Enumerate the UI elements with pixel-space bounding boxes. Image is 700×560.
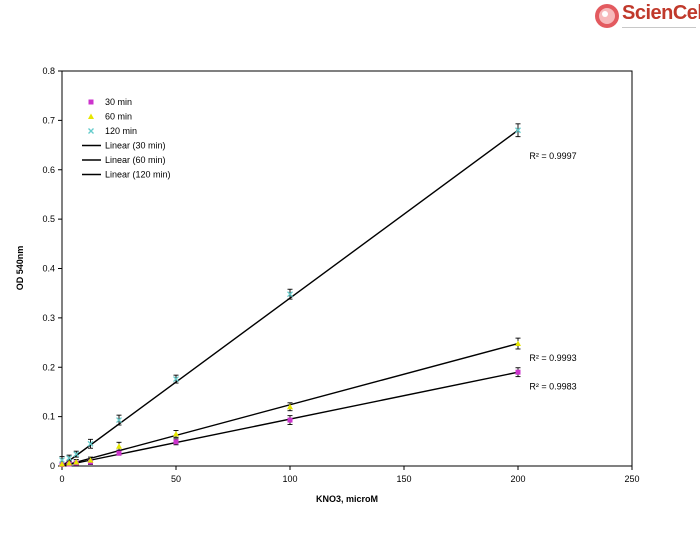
data-point-stroke (87, 440, 94, 447)
r-squared-label: R² = 0.9983 (529, 381, 576, 391)
data-point-stroke (515, 127, 521, 134)
logo-text: ScienCell (622, 2, 700, 24)
legend-marker (88, 128, 94, 134)
sciencell-logo: ScienCell (594, 2, 700, 34)
data-point-stroke (73, 451, 80, 458)
data-point-stroke (116, 417, 122, 424)
y-tick-label: 0.8 (42, 66, 55, 76)
r-squared-labels: R² = 0.9983 R² = 0.9993 R² = 0.9997 (529, 151, 576, 392)
y-tick-label: 0.5 (42, 214, 55, 224)
legend-marker (88, 113, 94, 119)
data-point-stroke (173, 376, 179, 383)
data-point (515, 369, 521, 375)
data-point-stroke (59, 457, 65, 464)
data-point (66, 455, 73, 462)
data-point (116, 450, 122, 456)
y-tick-label: 0.1 (42, 412, 55, 422)
x-tick-label: 50 (171, 474, 181, 484)
x-axis: 0 50 100 150 200 250 (59, 466, 640, 484)
y-tick-label: 0.2 (42, 362, 55, 372)
logo-badge-icon (595, 4, 619, 28)
data-point (73, 451, 80, 458)
legend-label: Linear (30 min) (105, 141, 166, 151)
data-point (173, 430, 179, 437)
x-axis-title: KNO3, microM (316, 494, 378, 504)
legend-label: Linear (120 min) (105, 170, 171, 180)
data-point (515, 127, 521, 134)
y-axis: 0 0.1 0.2 0.3 0.4 0.5 0.6 0.7 0.8 (42, 66, 62, 471)
x-tick-label: 200 (510, 474, 525, 484)
y-axis-title: OD 540nm (15, 246, 25, 291)
r-squared-label: R² = 0.9997 (529, 151, 576, 161)
y-tick-label: 0.3 (42, 313, 55, 323)
data-point (287, 417, 293, 423)
data-point-stroke (88, 128, 94, 134)
legend: 30 min 60 min 120 min Linear (30 min) Linear… (82, 97, 171, 180)
x-tick-label: 100 (282, 474, 297, 484)
legend-label: 60 min (105, 112, 132, 122)
data-point (59, 461, 65, 467)
data-point (287, 403, 293, 410)
data-point-stroke (66, 455, 73, 462)
data-point (173, 439, 179, 445)
logo-underline (622, 27, 696, 28)
data-point (59, 457, 65, 464)
data-point (173, 376, 179, 383)
data-point (66, 460, 73, 466)
y-tick-label: 0.6 (42, 165, 55, 175)
x-tick-label: 150 (396, 474, 411, 484)
x-tick-label: 0 (59, 474, 64, 484)
data-point-stroke (287, 291, 293, 298)
legend-label: 120 min (105, 126, 137, 136)
data-point (73, 459, 80, 465)
data-point (515, 340, 521, 347)
y-tick-label: 0.7 (42, 115, 55, 125)
data-point (87, 457, 94, 463)
legend-label: 30 min (105, 97, 132, 107)
data-point (116, 443, 122, 449)
data-point (87, 440, 94, 447)
r-squared-label: R² = 0.9993 (529, 353, 576, 363)
data-point (116, 417, 122, 424)
x-tick-label: 250 (624, 474, 639, 484)
legend-marker (88, 99, 94, 105)
data-point (287, 291, 293, 298)
y-tick-label: 0.4 (42, 264, 55, 274)
y-tick-label: 0 (50, 461, 55, 471)
data-points (59, 127, 521, 468)
legend-label: Linear (60 min) (105, 155, 166, 165)
